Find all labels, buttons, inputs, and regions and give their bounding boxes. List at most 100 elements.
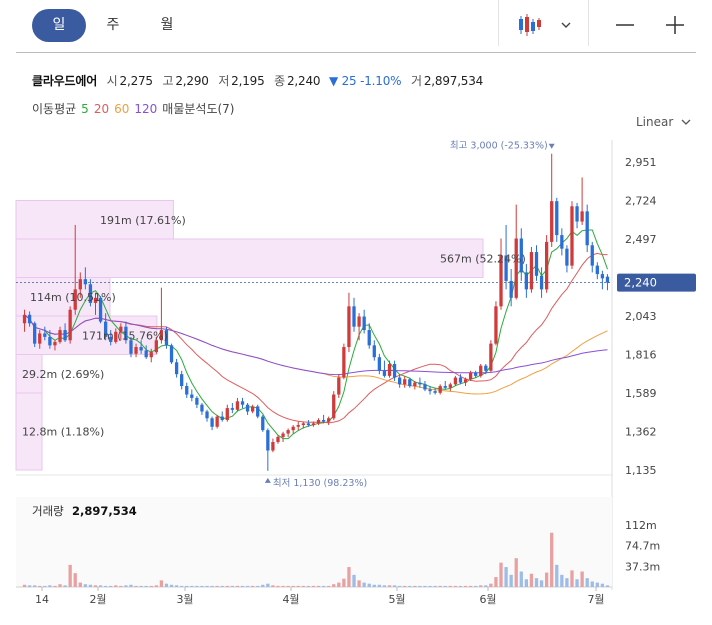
- volume-tick-label: 37.3m: [625, 560, 660, 573]
- candle-body: [63, 330, 67, 341]
- volume-bar: [382, 585, 387, 587]
- volume-bar: [180, 585, 184, 587]
- x-tick-label: 3월: [176, 593, 193, 606]
- candle-body: [114, 331, 118, 342]
- candle-body: [48, 336, 52, 346]
- candle-body: [372, 345, 376, 358]
- candle-body: [98, 297, 103, 322]
- volume-bar: [53, 585, 57, 587]
- candle-body: [580, 211, 584, 222]
- candle-body: [93, 297, 98, 303]
- y-tick-label: 1,589: [625, 387, 657, 400]
- y-tick-label: 2,951: [625, 156, 657, 169]
- candle-body: [185, 386, 189, 395]
- volume-bar: [438, 585, 442, 587]
- candle-body: [291, 426, 295, 431]
- tab-week[interactable]: 주: [106, 17, 120, 33]
- candle-body: [332, 394, 336, 419]
- candle-body: [367, 330, 371, 346]
- volume-bar: [149, 585, 153, 587]
- candle-body: [301, 423, 305, 426]
- candle-body: [174, 362, 179, 375]
- candle-body: [397, 377, 402, 385]
- volume-bar: [109, 585, 113, 587]
- volume-bar: [129, 584, 133, 587]
- tab-day[interactable]: 일: [32, 9, 86, 42]
- volume-bar: [103, 585, 108, 587]
- candle-body: [164, 330, 169, 346]
- candle-body: [534, 252, 539, 276]
- volume-tick-label: 112m: [625, 519, 657, 532]
- volume-bar: [230, 585, 235, 587]
- current-price-label: 2,240: [624, 276, 657, 290]
- volume-bar: [524, 579, 529, 587]
- volume-bar: [256, 585, 260, 587]
- zoom-in-button[interactable]: [660, 10, 690, 40]
- low-label: 저: [218, 74, 230, 88]
- volume-bar: [555, 564, 559, 587]
- candle-body: [489, 343, 493, 371]
- candle-body: [180, 374, 184, 387]
- volume-bar: [560, 574, 564, 587]
- volume-profile-label[interactable]: 매물분석도(7): [162, 102, 235, 116]
- stock-name: 클라우드에어: [32, 74, 98, 88]
- candle-body: [570, 206, 574, 266]
- volume-bar: [418, 585, 422, 587]
- candle-body: [544, 241, 549, 290]
- candle-body: [311, 423, 316, 426]
- volume-bar: [332, 584, 336, 587]
- zoom-out-button[interactable]: [610, 10, 640, 40]
- candle-body: [565, 248, 569, 266]
- candle-body: [560, 235, 564, 249]
- plus-icon: [666, 16, 684, 34]
- volume-bar: [595, 582, 599, 587]
- ma-20-line: [24, 252, 608, 424]
- volume-tick-label: 74.7m: [625, 540, 660, 553]
- volume-bar: [190, 585, 194, 587]
- indicator-legend: 이동평균 5 20 60 120 매물분석도(7): [32, 100, 239, 117]
- volume-bar: [423, 585, 427, 587]
- chart-type-button[interactable]: [516, 10, 572, 40]
- candle-body: [159, 330, 164, 341]
- volume-bar: [347, 567, 351, 587]
- volume-bar: [164, 583, 169, 587]
- candle-body: [600, 274, 605, 279]
- x-tick-label: 5월: [388, 593, 405, 606]
- chart-toolbar: 일 주 월: [16, 0, 696, 53]
- volume-bar: [200, 585, 204, 587]
- volume-bar: [509, 574, 513, 587]
- volume-bar: [78, 582, 82, 587]
- volume-bar: [550, 532, 554, 587]
- candle-body: [210, 418, 214, 427]
- volume-bar: [68, 564, 72, 587]
- candle-body: [387, 363, 392, 376]
- candle-body: [119, 326, 123, 332]
- candle-body: [403, 379, 407, 385]
- volume-bar: [499, 562, 503, 587]
- volume-bar: [27, 585, 32, 587]
- high-marker-arrow: [548, 143, 555, 149]
- high-value: 2,290: [175, 74, 209, 88]
- high-marker-label: 최고 3,000 (-25.33%): [450, 141, 548, 152]
- volume-bar: [468, 585, 473, 587]
- candle-body: [468, 372, 473, 380]
- candle-body: [484, 365, 488, 371]
- candle-body: [347, 306, 351, 348]
- volume-bar: [529, 573, 534, 587]
- candle-body: [504, 255, 508, 281]
- candle-body: [27, 314, 32, 324]
- tab-month[interactable]: 월: [160, 17, 174, 33]
- candle-body: [261, 416, 265, 431]
- candle-body: [215, 416, 219, 427]
- volume-bar: [352, 574, 356, 587]
- volume-bar: [63, 585, 67, 587]
- candle-body: [448, 384, 452, 388]
- candle-body: [316, 419, 321, 424]
- candle-body: [362, 316, 366, 331]
- x-tick-label: 2월: [89, 593, 106, 606]
- volume-profile-label: 114m (10.51%): [30, 291, 116, 304]
- volume-bar: [474, 585, 478, 587]
- volume-bar: [114, 585, 118, 587]
- toolbar-divider: [498, 0, 499, 46]
- scale-selector[interactable]: Linear: [636, 115, 691, 129]
